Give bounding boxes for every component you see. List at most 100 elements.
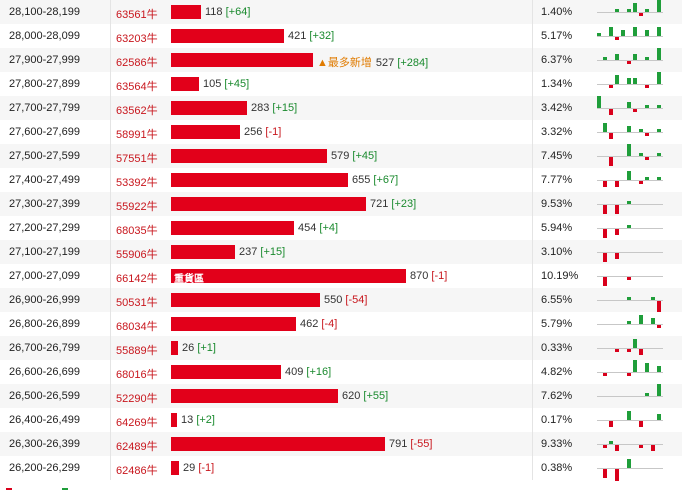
sparkline-bar bbox=[621, 30, 625, 36]
warrant-code-link[interactable]: 62586牛 bbox=[116, 57, 158, 69]
volume-value: 26 [+1] bbox=[182, 342, 216, 354]
volume-number: 26 bbox=[182, 342, 195, 354]
strike-range: 26,600-26,699 bbox=[9, 366, 80, 378]
volume-number: 550 bbox=[324, 294, 343, 306]
warrant-code-link[interactable]: 58991牛 bbox=[116, 129, 158, 141]
sparkline-bar bbox=[657, 177, 661, 180]
trend-sparkline bbox=[597, 72, 663, 96]
warrant-code-link[interactable]: 62489牛 bbox=[116, 441, 158, 453]
table-row: 27,100-27,199 55906牛 237 [+15] 3.10% bbox=[0, 240, 682, 264]
sparkline-baseline bbox=[597, 396, 663, 397]
strike-range: 26,400-26,499 bbox=[9, 414, 80, 426]
sparkline-bar bbox=[651, 445, 655, 451]
sparkline-bar bbox=[609, 157, 613, 166]
volume-value: 283 [+15] bbox=[251, 102, 297, 114]
most-added-badge: ▲最多新增 bbox=[317, 57, 372, 69]
volume-bar bbox=[171, 77, 199, 91]
warrant-code-link[interactable]: 55922牛 bbox=[116, 201, 158, 213]
volume-number: 655 bbox=[352, 174, 371, 186]
warrant-code-link[interactable]: 64269牛 bbox=[116, 417, 158, 429]
volume-bar bbox=[171, 173, 348, 187]
sparkline-bar bbox=[633, 27, 637, 36]
sparkline-bar bbox=[633, 54, 637, 60]
sparkline-bar bbox=[597, 33, 601, 36]
warrant-code-link[interactable]: 52290牛 bbox=[116, 393, 158, 405]
volume-value: 721 [+23] bbox=[370, 198, 416, 210]
warrant-code-link[interactable]: 66142牛 bbox=[116, 273, 158, 285]
legend-green-marker bbox=[62, 488, 68, 490]
sparkline-bar bbox=[603, 181, 607, 187]
sparkline-bar bbox=[633, 360, 637, 372]
sparkline-bar bbox=[645, 105, 649, 108]
volume-number: 462 bbox=[300, 318, 319, 330]
share-percent: 9.33% bbox=[541, 438, 573, 450]
warrant-code-link[interactable]: 63561牛 bbox=[116, 9, 158, 21]
share-percent: 3.42% bbox=[541, 102, 573, 114]
volume-bar bbox=[171, 149, 327, 163]
sparkline-bar bbox=[645, 177, 649, 180]
sparkline-bar bbox=[627, 297, 631, 300]
sparkline-bar bbox=[627, 459, 631, 468]
trend-sparkline bbox=[597, 408, 663, 432]
sparkline-baseline bbox=[597, 252, 663, 253]
volume-number: 118 bbox=[205, 6, 223, 18]
sparkline-bar bbox=[645, 363, 649, 372]
volume-change: [+15] bbox=[260, 246, 286, 258]
strike-range: 26,200-26,299 bbox=[9, 462, 80, 474]
warrant-code-link[interactable]: 68016牛 bbox=[116, 369, 158, 381]
volume-number: 870 bbox=[410, 270, 429, 282]
sparkline-bar bbox=[657, 325, 661, 328]
volume-number: 29 bbox=[183, 462, 196, 474]
sparkline-bar bbox=[627, 171, 631, 180]
volume-value: 421 [+32] bbox=[288, 30, 334, 42]
sparkline-bar bbox=[639, 445, 643, 448]
sparkline-bar bbox=[609, 441, 613, 444]
sparkline-bar bbox=[651, 297, 655, 300]
warrant-code-link[interactable]: 68035牛 bbox=[116, 225, 158, 237]
warrant-code-link[interactable]: 62486牛 bbox=[116, 465, 158, 477]
trend-sparkline bbox=[597, 360, 663, 384]
sparkline-baseline bbox=[597, 348, 663, 349]
sparkline-bar bbox=[615, 349, 619, 352]
sparkline-bar bbox=[657, 384, 661, 396]
table-row: 27,000-27,099 66142牛 重貨區 870 [-1] 10.19% bbox=[0, 264, 682, 288]
sparkline-bar bbox=[657, 72, 661, 84]
volume-number: 13 bbox=[181, 414, 194, 426]
volume-number: 620 bbox=[342, 390, 361, 402]
warrant-code-link[interactable]: 63562牛 bbox=[116, 105, 158, 117]
sparkline-bar bbox=[627, 61, 631, 64]
sparkline-bar bbox=[627, 9, 631, 12]
volume-change: [+67] bbox=[373, 174, 399, 186]
warrant-code-link[interactable]: 55906牛 bbox=[116, 249, 158, 261]
sparkline-bar bbox=[603, 253, 607, 262]
sparkline-bar bbox=[639, 349, 643, 355]
volume-change: [-1] bbox=[431, 270, 448, 282]
warrant-code-link[interactable]: 55889牛 bbox=[116, 345, 158, 357]
share-percent: 1.34% bbox=[541, 78, 573, 90]
volume-bar bbox=[171, 341, 178, 355]
sparkline-bar bbox=[633, 109, 637, 112]
warrant-code-link[interactable]: 68034牛 bbox=[116, 321, 158, 333]
volume-change: [+55] bbox=[363, 390, 389, 402]
volume-value: 791 [-55] bbox=[389, 438, 432, 450]
sparkline-baseline bbox=[597, 180, 663, 181]
sparkline-bar bbox=[609, 27, 613, 36]
trend-sparkline bbox=[597, 240, 663, 264]
volume-value: 870 [-1] bbox=[410, 270, 447, 282]
sparkline-baseline bbox=[597, 36, 663, 37]
strike-range: 27,700-27,799 bbox=[9, 102, 80, 114]
volume-bar bbox=[171, 413, 177, 427]
warrant-code-link[interactable]: 57551牛 bbox=[116, 153, 158, 165]
table-row: 27,200-27,299 68035牛 454 [+4] 5.94% bbox=[0, 216, 682, 240]
sparkline-bar bbox=[657, 48, 661, 60]
sparkline-baseline bbox=[597, 300, 663, 301]
sparkline-bar bbox=[615, 75, 619, 84]
trend-sparkline bbox=[597, 384, 663, 408]
volume-value: 620 [+55] bbox=[342, 390, 388, 402]
volume-change: [-55] bbox=[410, 438, 433, 450]
sparkline-bar bbox=[633, 3, 637, 12]
warrant-code-link[interactable]: 53392牛 bbox=[116, 177, 158, 189]
warrant-code-link[interactable]: 50531牛 bbox=[116, 297, 158, 309]
warrant-code-link[interactable]: 63564牛 bbox=[116, 81, 158, 93]
warrant-code-link[interactable]: 63203牛 bbox=[116, 33, 158, 45]
